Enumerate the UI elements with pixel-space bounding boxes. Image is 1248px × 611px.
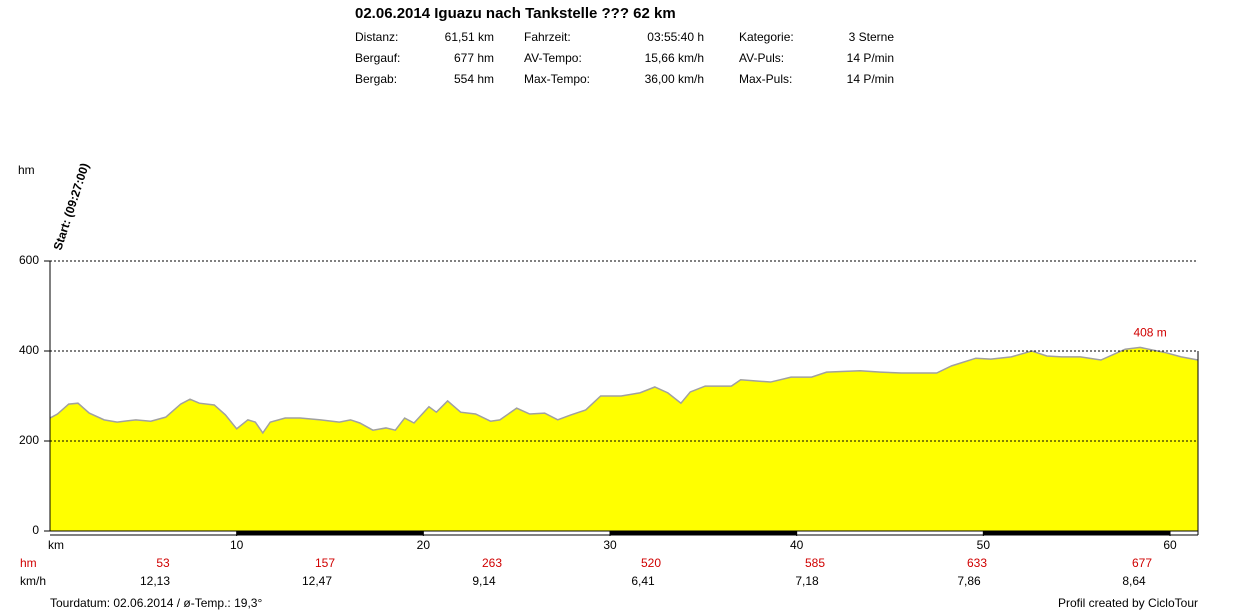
stat-cell: 14 P/min	[847, 51, 894, 65]
elevation-line	[49, 346, 1199, 435]
y-axis-label: hm	[18, 163, 35, 177]
stat-cell: 36,00 km/h	[645, 72, 704, 86]
kmh-value: 7,18	[795, 574, 819, 588]
start-label: Start: (09:27:00)	[51, 161, 92, 252]
stat-cell: 03:55:40 h	[647, 30, 704, 44]
x-tick-label: 40	[790, 538, 804, 552]
y-tick-label: 200	[19, 433, 39, 447]
axis-band	[983, 531, 1170, 535]
stat-cell: AV-Puls:	[739, 51, 784, 65]
stat-cell: Kategorie:	[739, 30, 794, 44]
hm-value: 263	[482, 556, 502, 570]
kmh-value: 9,14	[472, 574, 496, 588]
x-axis-label: km	[48, 538, 64, 552]
kmh-row-label: km/h	[20, 574, 46, 588]
hm-value: 633	[967, 556, 987, 570]
max-label: 408 m	[1133, 326, 1166, 340]
hm-value: 157	[315, 556, 335, 570]
stat-cell: 61,51 km	[445, 30, 494, 44]
stat-cell: 15,66 km/h	[645, 51, 704, 65]
stat-cell: 14 P/min	[847, 72, 894, 86]
axis-band	[610, 531, 797, 535]
hm-value: 677	[1132, 556, 1152, 570]
kmh-value: 6,41	[631, 574, 655, 588]
stat-cell: Max-Puls:	[739, 72, 792, 86]
hm-value: 585	[805, 556, 825, 570]
kmh-value: 12,13	[140, 574, 170, 588]
axis-band	[236, 531, 424, 535]
x-tick-label: 20	[417, 538, 431, 552]
x-tick-label: 50	[977, 538, 991, 552]
stat-cell: Max-Tempo:	[524, 72, 590, 86]
footer-left: Tourdatum: 02.06.2014 / ø-Temp.: 19,3°	[50, 596, 262, 610]
stat-cell: Fahrzeit:	[524, 30, 571, 44]
stat-cell: 677 hm	[454, 51, 494, 65]
stat-cell: 3 Sterne	[849, 30, 895, 44]
y-tick-label: 400	[19, 343, 39, 357]
stat-cell: Distanz:	[355, 30, 398, 44]
stat-cell: Bergauf:	[355, 51, 400, 65]
y-tick-label: 600	[19, 253, 39, 267]
x-tick-label: 60	[1163, 538, 1177, 552]
stat-cell: 554 hm	[454, 72, 494, 86]
hm-value: 53	[156, 556, 170, 570]
kmh-value: 12,47	[302, 574, 332, 588]
chart-title: 02.06.2014 Iguazu nach Tankstelle ??? 62…	[355, 5, 676, 22]
elevation-area	[50, 347, 1198, 531]
footer-right: Profil created by CicloTour	[1058, 596, 1198, 610]
x-tick-label: 30	[603, 538, 617, 552]
y-tick-label: 0	[32, 523, 39, 537]
stat-cell: Bergab:	[355, 72, 397, 86]
x-tick-label: 10	[230, 538, 244, 552]
stat-cell: AV-Tempo:	[524, 51, 582, 65]
kmh-value: 8,64	[1122, 574, 1146, 588]
hm-value: 520	[641, 556, 661, 570]
kmh-value: 7,86	[957, 574, 981, 588]
hm-row-label: hm	[20, 556, 37, 570]
